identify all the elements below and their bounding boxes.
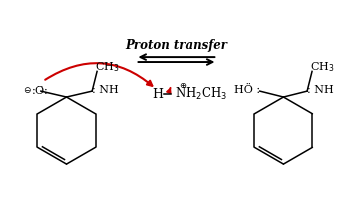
Text: H: H — [153, 88, 164, 100]
Text: ‥: ‥ — [37, 79, 43, 89]
FancyArrowPatch shape — [167, 88, 171, 93]
Text: $\mathregular{\colon}$O$\mathregular{\colon}$: $\mathregular{\colon}$O$\mathregular{\co… — [31, 84, 49, 96]
Text: Proton transfer: Proton transfer — [126, 39, 227, 52]
Text: CH$_3$: CH$_3$ — [95, 60, 119, 74]
Text: $\oplus$: $\oplus$ — [179, 81, 187, 90]
Text: NH$_2$CH$_3$: NH$_2$CH$_3$ — [175, 86, 227, 102]
FancyArrowPatch shape — [45, 63, 152, 86]
Text: : NH: : NH — [307, 85, 333, 95]
Text: $\ominus$: $\ominus$ — [23, 85, 31, 95]
Text: CH$_3$: CH$_3$ — [310, 60, 334, 74]
Text: : NH: : NH — [92, 85, 118, 95]
Text: HÖ :: HÖ : — [234, 85, 260, 95]
